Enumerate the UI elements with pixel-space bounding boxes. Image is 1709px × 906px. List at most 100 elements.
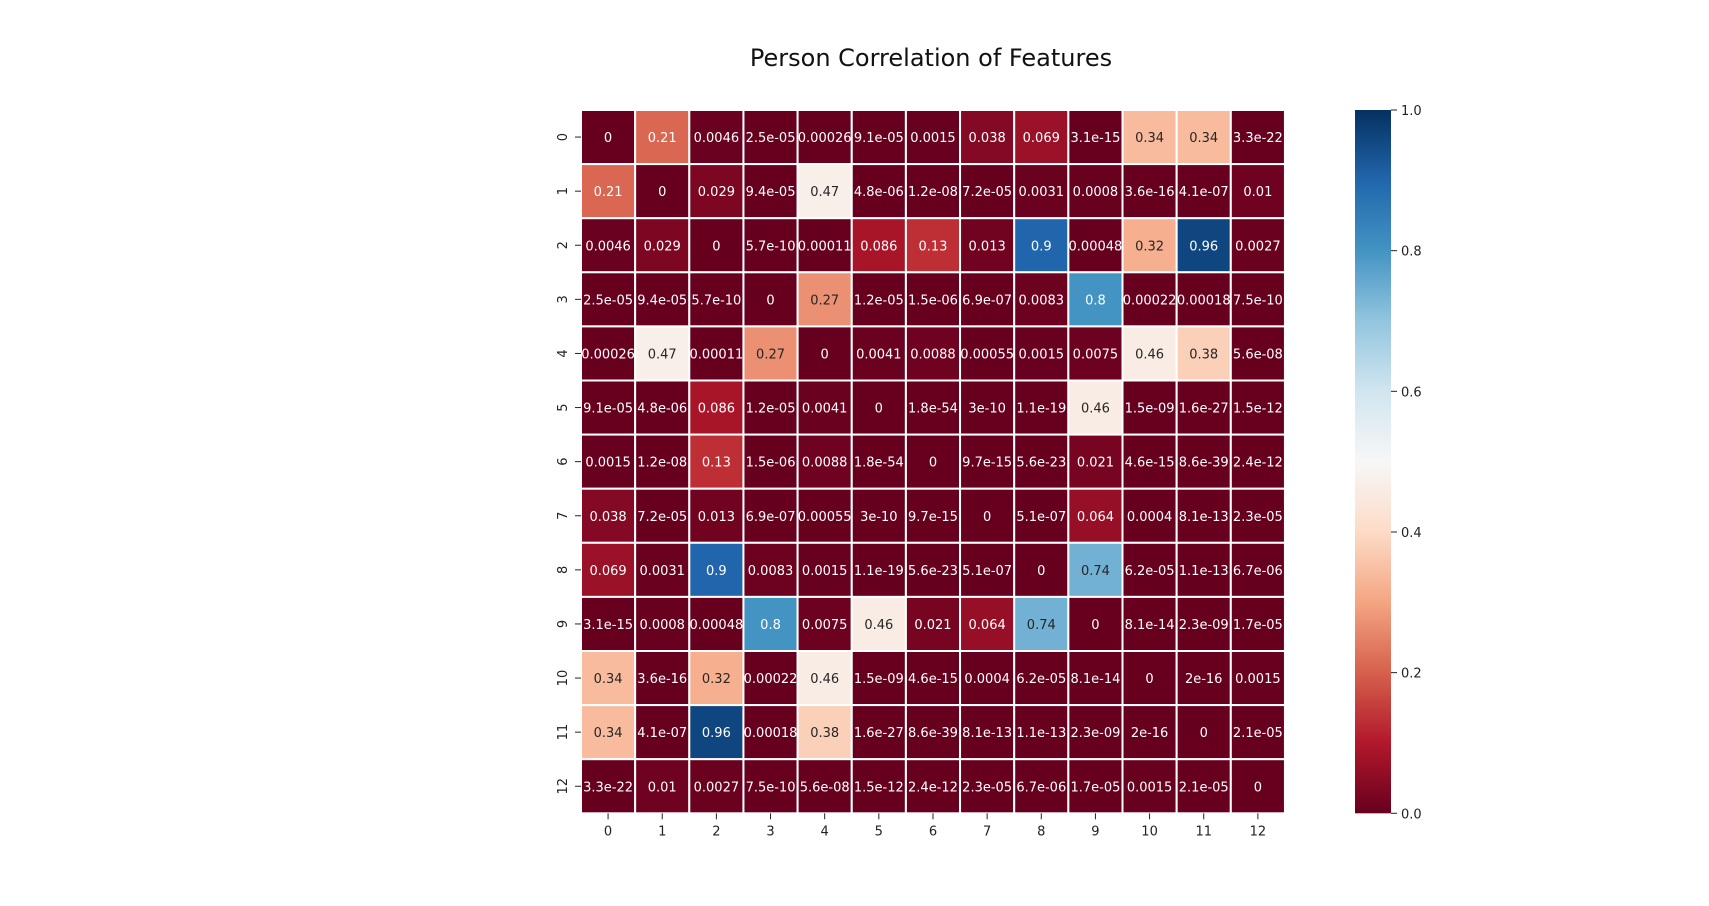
cell-label-r10-c0: 0.34 <box>594 672 623 687</box>
heatmap-cell-r5-c7 <box>959 379 1016 436</box>
cell-label-r6-c9: 0.021 <box>1077 456 1114 471</box>
heatmap-cell-r10-c8 <box>1013 650 1070 707</box>
cell-label-r8-c12: 6.7e-06 <box>1233 564 1283 579</box>
colorbar-tick-label-1.0: 1.0 <box>1401 104 1422 119</box>
cell-label-r12-c10: 0.0015 <box>1127 780 1173 795</box>
cell-label-r0-c8: 0.069 <box>1023 131 1060 146</box>
cell-label-r9-c10: 8.1e-14 <box>1125 618 1175 633</box>
colorbar-tick-label-0.4: 0.4 <box>1401 526 1422 541</box>
heatmap-cell-r2-c9 <box>1067 217 1124 274</box>
cell-label-r12-c5: 1.5e-12 <box>854 780 904 795</box>
cell-label-r6-c8: 5.6e-23 <box>1016 456 1066 471</box>
heatmap-cell-r1-c12 <box>1229 163 1286 220</box>
cell-label-r4-c0: 0.00026 <box>581 347 635 362</box>
cell-label-r10-c4: 0.46 <box>810 672 839 687</box>
heatmap-cell-r5-c8 <box>1013 379 1070 436</box>
heatmap-cell-r3-c11 <box>1175 271 1232 328</box>
colorbar-tick-label-0.0: 0.0 <box>1401 807 1422 822</box>
x-axis: 0 1 2 3 4 5 6 7 8 9 10 11 12 <box>604 813 1266 839</box>
cell-label-r4-c7: 0.00055 <box>960 347 1014 362</box>
heatmap-cell-r12-c5 <box>850 758 907 815</box>
colorbar: 0.0 0.2 0.4 0.6 0.8 1.0 <box>1355 104 1422 822</box>
cell-label-r11-c0: 0.34 <box>594 726 623 741</box>
cell-label-r10-c3: 0.00022 <box>744 672 798 687</box>
cell-label-r11-c4: 0.38 <box>810 726 839 741</box>
cell-label-r8-c0: 0.069 <box>589 564 626 579</box>
cell-label-r9-c7: 0.064 <box>969 618 1006 633</box>
cell-label-r1-c6: 1.2e-08 <box>908 185 958 200</box>
cell-label-r1-c12: 0.01 <box>1243 185 1272 200</box>
cell-label-r3-c8: 0.0083 <box>1019 293 1065 308</box>
heatmap-cell-r0-c11 <box>1175 109 1232 166</box>
cell-label-r4-c8: 0.0015 <box>1019 347 1065 362</box>
cell-label-r8-c1: 0.0031 <box>639 564 685 579</box>
heatmap-cell-r7-c4 <box>796 487 853 544</box>
cell-label-r1-c7: 7.2e-05 <box>962 185 1012 200</box>
cell-label-r8-c2: 0.9 <box>706 564 727 579</box>
heatmap-cell-r3-c6 <box>904 271 962 328</box>
cell-label-r10-c11: 2e-16 <box>1185 672 1223 687</box>
cell-label-r3-c4: 0.27 <box>810 293 839 308</box>
cell-label-r2-c7: 0.013 <box>969 239 1006 254</box>
cell-label-r1-c9: 0.0008 <box>1073 185 1119 200</box>
cell-label-r6-c11: 8.6e-39 <box>1179 456 1229 471</box>
cell-label-r4-c2: 0.00011 <box>689 347 743 362</box>
cell-label-r0-c2: 0.0046 <box>694 131 740 146</box>
cell-label-r5-c5: 0 <box>875 402 883 417</box>
heatmap-cell-r11-c11 <box>1175 704 1232 761</box>
heatmap-cell-r4-c8 <box>1013 325 1070 382</box>
heatmap-cell-r6-c3 <box>742 433 799 490</box>
cell-label-r12-c12: 0 <box>1254 780 1262 795</box>
heatmap-cell-r10-c0 <box>580 650 637 707</box>
y-tick-label-12: 12 <box>556 778 571 795</box>
heatmap-cell-r11-c3 <box>742 704 799 761</box>
heatmap-cell-r2-c4 <box>796 217 853 274</box>
heatmap-cell-r11-c6 <box>904 704 962 761</box>
cell-label-r5-c3: 1.2e-05 <box>746 402 796 417</box>
cell-label-r3-c9: 0.8 <box>1085 293 1106 308</box>
cell-label-r5-c10: 1.5e-09 <box>1125 402 1175 417</box>
heatmap-cell-r6-c12 <box>1229 433 1286 490</box>
heatmap-cell-r1-c5 <box>850 163 907 220</box>
heatmap-cell-r5-c2 <box>688 379 745 436</box>
cell-label-r10-c9: 8.1e-14 <box>1070 672 1120 687</box>
cell-label-r1-c10: 3.6e-16 <box>1125 185 1175 200</box>
cell-label-r9-c9: 0 <box>1091 618 1099 633</box>
heatmap-cell-r9-c8 <box>1013 595 1070 653</box>
y-tick-label-6: 6 <box>556 458 571 466</box>
cell-label-r1-c8: 0.0031 <box>1019 185 1065 200</box>
cell-label-r9-c11: 2.3e-09 <box>1179 618 1229 633</box>
cell-label-r9-c0: 3.1e-15 <box>583 618 633 633</box>
cell-label-r10-c7: 0.0004 <box>964 672 1010 687</box>
cell-label-r3-c6: 1.5e-06 <box>908 293 958 308</box>
heatmap-cell-r7-c6 <box>904 487 962 544</box>
heatmap-cell-r9-c9 <box>1067 595 1124 653</box>
cell-label-r2-c3: 5.7e-10 <box>746 239 796 254</box>
cell-label-r7-c4: 0.00055 <box>798 510 852 525</box>
heatmap-cell-r5-c9 <box>1067 379 1124 436</box>
heatmap-cell-r7-c10 <box>1121 487 1178 544</box>
heatmap-cell-r1-c0 <box>580 163 637 220</box>
heatmap-cell-r4-c12 <box>1229 325 1286 382</box>
cell-label-r5-c7: 3e-10 <box>968 402 1006 417</box>
heatmap-cell-r1-c2 <box>688 163 745 220</box>
cell-label-r3-c5: 1.2e-05 <box>854 293 904 308</box>
cell-label-r10-c12: 0.0015 <box>1235 672 1281 687</box>
cell-label-r6-c6: 0 <box>929 456 937 471</box>
cell-label-r2-c9: 0.00048 <box>1069 239 1123 254</box>
heatmap-cell-r3-c2 <box>688 271 745 328</box>
heatmap-cell-r10-c1 <box>634 650 691 707</box>
heatmap-cell-r8-c10 <box>1121 541 1178 598</box>
x-tick-label-6: 6 <box>929 824 937 839</box>
heatmap-cell-r6-c8 <box>1013 433 1070 490</box>
cell-label-r5-c9: 0.46 <box>1081 402 1110 417</box>
cell-label-r3-c0: 2.5e-05 <box>583 293 633 308</box>
heatmap-cell-r1-c9 <box>1067 163 1124 220</box>
cell-label-r6-c2: 0.13 <box>702 456 731 471</box>
cell-label-r0-c3: 2.5e-05 <box>746 131 796 146</box>
x-tick-label-11: 11 <box>1195 824 1212 839</box>
cell-label-r6-c1: 1.2e-08 <box>637 456 687 471</box>
colorbar-gradient <box>1355 110 1391 814</box>
heatmap-cell-labels: 0 0.21 0.0046 2.5e-05 0.00026 9.1e-05 0.0015 0.… <box>581 131 1283 795</box>
